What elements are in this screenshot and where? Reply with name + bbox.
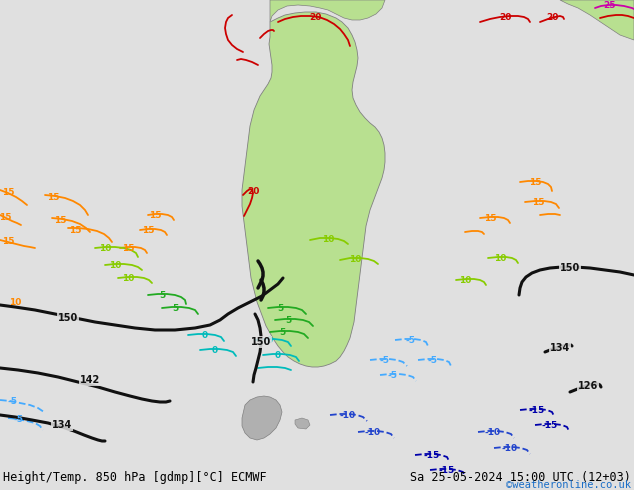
Text: -15: -15 [542,420,558,430]
Text: 10: 10 [322,235,334,244]
Text: 15: 15 [47,193,59,201]
Polygon shape [242,12,385,367]
Text: 5: 5 [285,316,291,324]
Text: 15: 15 [2,237,14,245]
Text: Height/Temp. 850 hPa [gdmp][°C] ECMWF: Height/Temp. 850 hPa [gdmp][°C] ECMWF [3,471,267,484]
Text: -5: -5 [13,415,23,423]
Text: -10: -10 [365,427,381,437]
Text: -5: -5 [428,356,438,365]
Text: 15: 15 [532,197,544,206]
Text: Sa 25-05-2024 15:00 UTC (12+03): Sa 25-05-2024 15:00 UTC (12+03) [410,471,631,484]
Text: 0: 0 [212,345,218,354]
Text: 0: 0 [202,330,208,340]
Text: 10: 10 [494,253,506,263]
Text: 15: 15 [54,216,66,224]
Text: 0: 0 [275,350,281,360]
Text: -10: -10 [502,443,518,452]
Text: 15: 15 [529,177,541,187]
Text: 10: 10 [349,254,361,264]
Text: -5: -5 [7,396,17,406]
Text: 15: 15 [122,244,134,252]
Text: ©weatheronline.co.uk: ©weatheronline.co.uk [506,480,631,490]
Text: 134: 134 [550,343,570,353]
Text: 25: 25 [604,1,616,10]
Text: -15: -15 [439,466,455,474]
Text: 150: 150 [560,263,580,273]
Text: 5: 5 [159,291,165,299]
Text: 10: 10 [109,261,121,270]
Text: -5: -5 [388,370,398,379]
Text: 134: 134 [52,420,72,430]
Text: 126: 126 [578,381,598,391]
Text: 15: 15 [0,213,11,221]
Text: 15: 15 [2,188,14,196]
Text: 10: 10 [459,275,471,285]
Text: 15: 15 [484,214,496,222]
Text: -10: -10 [340,411,356,419]
Text: 0: 0 [267,336,273,344]
Polygon shape [270,0,385,22]
Text: 20: 20 [499,13,511,22]
Text: -5: -5 [380,356,390,365]
Text: -15: -15 [424,450,440,460]
Text: -10: -10 [485,427,501,437]
Text: 15: 15 [142,225,154,235]
Polygon shape [242,396,282,440]
Polygon shape [560,0,634,40]
Text: 20: 20 [546,13,558,22]
Text: -15: -15 [529,406,545,415]
Text: 20: 20 [309,13,321,22]
Text: 150: 150 [58,313,78,323]
Text: 5: 5 [172,303,178,313]
Text: 10: 10 [122,273,134,283]
Text: 10: 10 [9,297,21,307]
Text: 5: 5 [277,303,283,313]
Text: 15: 15 [149,211,161,220]
Text: 5: 5 [279,327,285,337]
Text: 15: 15 [68,225,81,235]
Polygon shape [295,418,310,429]
Text: 10: 10 [99,244,111,252]
Text: -5: -5 [405,336,415,344]
Text: 142: 142 [80,375,100,385]
Text: 20: 20 [247,187,259,196]
Text: 150: 150 [251,337,271,347]
